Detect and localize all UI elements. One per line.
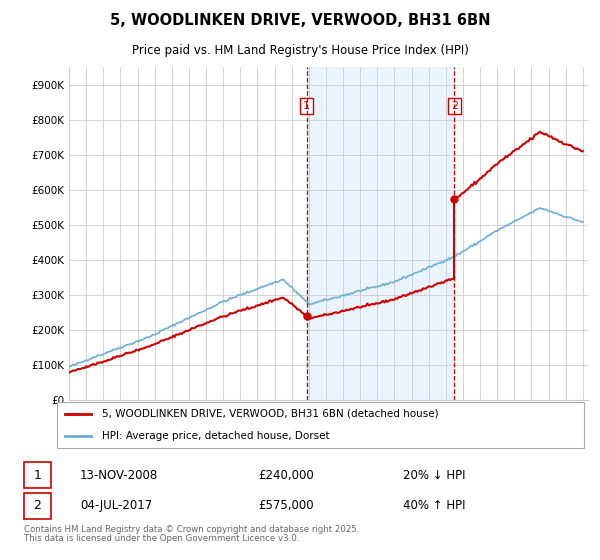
Text: 5, WOODLINKEN DRIVE, VERWOOD, BH31 6BN (detached house): 5, WOODLINKEN DRIVE, VERWOOD, BH31 6BN (… <box>102 409 439 419</box>
Text: 1: 1 <box>34 469 41 482</box>
Text: £240,000: £240,000 <box>259 469 314 482</box>
Text: 2: 2 <box>34 499 41 512</box>
Text: Contains HM Land Registry data © Crown copyright and database right 2025.: Contains HM Land Registry data © Crown c… <box>24 525 359 534</box>
Text: 1: 1 <box>303 101 310 111</box>
Text: 20% ↓ HPI: 20% ↓ HPI <box>403 469 466 482</box>
Text: 5, WOODLINKEN DRIVE, VERWOOD, BH31 6BN: 5, WOODLINKEN DRIVE, VERWOOD, BH31 6BN <box>110 13 490 29</box>
Text: 04-JUL-2017: 04-JUL-2017 <box>80 499 152 512</box>
Text: This data is licensed under the Open Government Licence v3.0.: This data is licensed under the Open Gov… <box>24 534 299 543</box>
Text: Price paid vs. HM Land Registry's House Price Index (HPI): Price paid vs. HM Land Registry's House … <box>131 44 469 57</box>
FancyBboxPatch shape <box>56 402 584 448</box>
Text: HPI: Average price, detached house, Dorset: HPI: Average price, detached house, Dors… <box>102 431 329 441</box>
Bar <box>307 67 454 400</box>
FancyBboxPatch shape <box>24 493 51 519</box>
Text: £575,000: £575,000 <box>259 499 314 512</box>
Text: 2: 2 <box>451 101 458 111</box>
Text: 13-NOV-2008: 13-NOV-2008 <box>80 469 158 482</box>
FancyBboxPatch shape <box>24 463 51 488</box>
Text: 40% ↑ HPI: 40% ↑ HPI <box>403 499 466 512</box>
